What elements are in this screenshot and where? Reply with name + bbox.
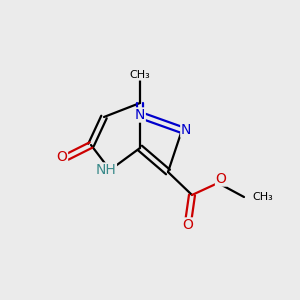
Text: CH₃: CH₃ bbox=[130, 70, 150, 80]
Text: NH: NH bbox=[96, 163, 116, 177]
Text: CH₃: CH₃ bbox=[252, 192, 273, 202]
Text: N: N bbox=[181, 123, 191, 137]
Text: O: O bbox=[216, 172, 226, 186]
Text: N: N bbox=[135, 108, 145, 122]
Text: O: O bbox=[57, 150, 68, 164]
Text: O: O bbox=[183, 218, 194, 232]
